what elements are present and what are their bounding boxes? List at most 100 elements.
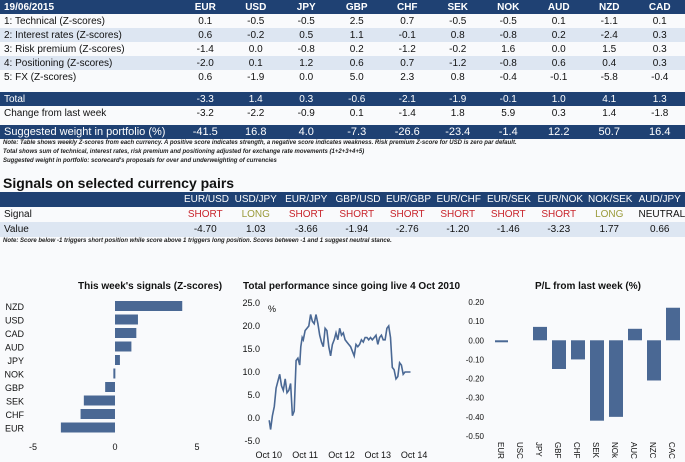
cell-value: 0.7	[400, 57, 415, 69]
cell-value: 0.4	[602, 57, 617, 69]
row-label: Value	[4, 224, 29, 235]
x-tick-label: Oct 11	[292, 450, 318, 460]
cell-value: 16.8	[245, 126, 267, 138]
x-tick-label: Oct 10	[256, 450, 283, 460]
cell-value: -0.5	[499, 15, 517, 27]
x-tick-label: GBF	[553, 442, 562, 459]
row-label: 4: Positioning (Z-scores)	[4, 57, 113, 69]
table-row: 5: FX (Z-scores) 0.6 -1.9 0.0 5.0 2.3 0.8 -0.4 -…	[0, 70, 685, 84]
y-tick-label: 0.00	[468, 336, 484, 345]
row-label: 5: FX (Z-scores)	[4, 71, 77, 83]
category-label: SEK	[6, 397, 24, 407]
cell-value: -2.1	[398, 93, 416, 105]
cell-value: 12.2	[548, 126, 570, 138]
cell-value: CAD	[648, 1, 671, 13]
cell-value: -0.6	[348, 93, 366, 105]
cell-value: -1.2	[398, 43, 416, 55]
change-row: Change from last week -3.2 -2.2 -0.9 0.1 -1.4…	[0, 106, 685, 120]
cell-value: -3.2	[196, 107, 214, 119]
cell-value: NOK	[497, 1, 520, 13]
cell-value: 1.0	[551, 93, 566, 105]
y-tick-label: 0.20	[468, 298, 484, 307]
cell-value: AUD	[547, 1, 570, 13]
signal-cell: NEUTRAL	[638, 209, 685, 220]
cell-value: 0.1	[551, 15, 566, 27]
pair-header: EUR/CHF	[436, 194, 481, 205]
x-tick-label: -5	[29, 442, 37, 452]
x-tick-label: Oct 13	[365, 450, 392, 460]
cell-value: -0.1	[550, 71, 568, 83]
cell-value: -1.8	[651, 107, 669, 119]
bar-nok	[609, 340, 623, 417]
cell-value: -0.8	[297, 43, 315, 55]
category-label: NZD	[6, 302, 25, 312]
cell-value: 4.0	[298, 126, 314, 138]
cell-value: 4.1	[602, 93, 617, 105]
cell-value: 0.1	[349, 107, 364, 119]
y-tick-label: 0.0	[247, 413, 260, 423]
cell-value: 1.4	[602, 107, 617, 119]
bar-nok	[113, 368, 116, 379]
signal-cell: SHORT	[440, 209, 476, 220]
cell-value: -0.8	[499, 57, 517, 69]
cell-value: 1.4	[248, 93, 263, 105]
bar-jpy	[115, 355, 120, 365]
cell-value: 0.1	[248, 57, 263, 69]
performance-line	[268, 314, 411, 430]
cell-value: -1.9	[247, 71, 265, 83]
table-row: 2: Interest rates (Z-scores) 0.6 -0.2 0.5 1.…	[0, 28, 685, 42]
cell-value: -0.9	[297, 107, 315, 119]
value-cell: -1.46	[496, 224, 520, 235]
weight-row: Suggested weight in portfolio (%) -41.5 16…	[0, 125, 685, 139]
cell-value: 0.5	[299, 29, 314, 41]
cell-value: 0.3	[652, 43, 667, 55]
cell-value: CHF	[396, 1, 418, 13]
cell-value: 1.6	[501, 43, 516, 55]
cell-value: -1.2	[449, 57, 467, 69]
y-tick-label: -0.40	[466, 413, 485, 422]
table-row: 4: Positioning (Z-scores) -2.0 0.1 1.2 0.6 0.…	[0, 56, 685, 70]
cell-value: 1.2	[299, 57, 314, 69]
row-label: Total	[4, 93, 26, 105]
x-tick-label: Oct 14	[401, 450, 428, 460]
cell-value: 0.6	[198, 29, 213, 41]
row-label: Signal	[4, 209, 32, 220]
cell-value: -1.4	[398, 107, 416, 119]
cell-value: 0.0	[551, 43, 566, 55]
x-tick-label: CHF	[572, 442, 581, 459]
row-label: 1: Technical (Z-scores)	[4, 15, 105, 27]
cell-value: 1.8	[450, 107, 465, 119]
value-cell: -1.94	[345, 224, 369, 235]
signal-cell: LONG	[595, 209, 624, 220]
cell-value: -2.4	[600, 29, 618, 41]
cell-value: -7.3	[347, 126, 367, 138]
y-tick-label: 25.0	[242, 298, 260, 308]
bar-chf	[571, 340, 585, 360]
bar-cad	[115, 328, 137, 338]
value-cell: 1.03	[246, 224, 266, 235]
signal-cell: SHORT	[288, 209, 324, 220]
y-tick-label: -5.0	[244, 436, 260, 446]
bar-gbp	[552, 340, 566, 369]
row-label: 19/06/2015	[4, 1, 55, 13]
y-tick-label: 5.0	[247, 390, 260, 400]
cell-value: 5.9	[501, 107, 516, 119]
cell-value: -2.0	[196, 57, 214, 69]
cell-value: 0.6	[349, 57, 364, 69]
signal-cell: SHORT	[339, 209, 375, 220]
signal-cell: LONG	[241, 209, 270, 220]
pair-header: EUR/SEK	[487, 194, 531, 205]
x-tick-label: Oct 12	[328, 450, 355, 460]
y-tick-label: -0.30	[466, 394, 485, 403]
cell-value: -0.5	[297, 15, 315, 27]
row-label: Change from last week	[4, 107, 107, 119]
x-tick-label: SEK	[591, 442, 600, 459]
cell-value: 0.3	[652, 29, 667, 41]
cell-value: -0.4	[651, 71, 669, 83]
signals-title: Signals on selected currency pairs	[3, 175, 235, 191]
cell-value: -1.4	[196, 43, 214, 55]
table-note: Note: Table shows weekly Z-scores from e…	[3, 140, 517, 146]
y-tick-label: -0.10	[466, 355, 485, 364]
cell-value: 0.0	[299, 71, 314, 83]
cell-value: -0.1	[499, 93, 517, 105]
